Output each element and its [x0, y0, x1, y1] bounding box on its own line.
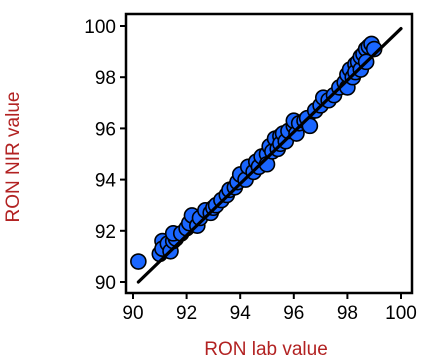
ticks: 90 92 94 96 98 100 90 92 94 96 98 100 — [84, 17, 417, 324]
x-tick-label: 96 — [283, 303, 304, 324]
axes — [124, 12, 414, 295]
y-tick-label: 90 — [95, 273, 116, 294]
x-tick-label: 100 — [385, 303, 417, 324]
y-tick-label: 94 — [95, 171, 117, 192]
y-tick-label: 92 — [95, 222, 116, 243]
x-tick-label: 90 — [122, 303, 143, 324]
data-points — [130, 35, 383, 270]
x-tick-label: 98 — [337, 303, 358, 324]
x-tick-label: 92 — [176, 303, 197, 324]
y-tick-label: 96 — [95, 119, 116, 140]
reference-line — [136, 26, 403, 284]
data-point — [130, 253, 147, 270]
plot-frame — [124, 12, 414, 295]
y-tick-label: 98 — [95, 68, 116, 89]
reference-line-group — [136, 26, 403, 284]
y-axis-label: RON NIR value — [3, 92, 24, 223]
x-tick-label: 94 — [230, 303, 252, 324]
x-axis-label: RON lab value — [204, 339, 328, 360]
y-tick-label: 100 — [84, 17, 116, 38]
